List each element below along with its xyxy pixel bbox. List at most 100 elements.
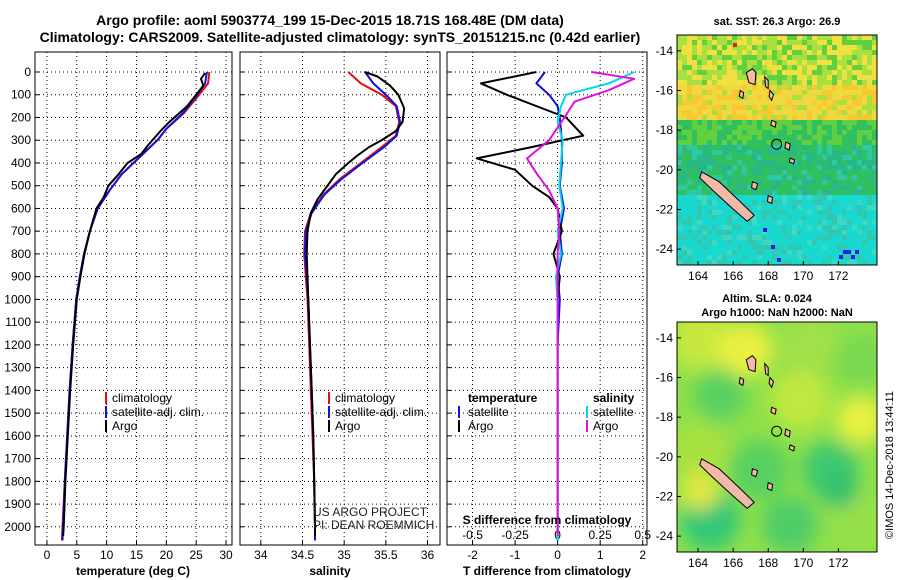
- sst-cell: [787, 55, 792, 60]
- sst-cell: [782, 220, 787, 225]
- sst-cell: [822, 130, 827, 135]
- sst-cell: [867, 60, 872, 65]
- sst-cell: [807, 155, 812, 160]
- sst-cell: [817, 235, 822, 240]
- sst-cell: [837, 85, 842, 90]
- sst-cell: [862, 160, 867, 165]
- sst-cell: [837, 260, 842, 265]
- sst-cell: [787, 260, 792, 265]
- sst-cell: [707, 165, 712, 170]
- sst-cell: [677, 170, 682, 175]
- sst-cell: [697, 40, 702, 45]
- sst-cell: [722, 210, 727, 215]
- sst-cell: [842, 180, 847, 185]
- sst-cell: [802, 225, 807, 230]
- sst-cell: [807, 55, 812, 60]
- sst-cell: [857, 120, 862, 125]
- sst-cell: [697, 150, 702, 155]
- sst-cell: [852, 35, 857, 40]
- sst-cell: [767, 115, 772, 120]
- sst-cell: [867, 85, 872, 90]
- sst-cell: [812, 90, 817, 95]
- sst-cell: [722, 40, 727, 45]
- sst-cell: [717, 170, 722, 175]
- sst-cell: [702, 235, 707, 240]
- sst-cell: [787, 135, 792, 140]
- sst-cell: [842, 145, 847, 150]
- sst-cell: [867, 250, 872, 255]
- sst-cell: [862, 260, 867, 265]
- sst-cell: [817, 225, 822, 230]
- sst-cell: [727, 155, 732, 160]
- sst-cell: [752, 115, 757, 120]
- sst-cell: [682, 115, 687, 120]
- sst-cell: [682, 165, 687, 170]
- legend-t-argo-label: Argo: [468, 419, 494, 433]
- sst-cell: [812, 75, 817, 80]
- sst-cell: [867, 155, 872, 160]
- sst-cell: [792, 190, 797, 195]
- sst-cell: [697, 105, 702, 110]
- sst-cell: [777, 65, 782, 70]
- sst-cell: [762, 125, 767, 130]
- sst-cell: [682, 85, 687, 90]
- x-tick-label: -1: [510, 548, 521, 562]
- sst-cell: [682, 35, 687, 40]
- sst-cell: [822, 230, 827, 235]
- sst-cell: [827, 220, 832, 225]
- sst-cell: [732, 130, 737, 135]
- sst-cell: [752, 210, 757, 215]
- sst-cell: [677, 135, 682, 140]
- sst-cell: [782, 110, 787, 115]
- sst-cell: [802, 135, 807, 140]
- sst-cell: [822, 50, 827, 55]
- sst-cell: [762, 240, 767, 245]
- sst-cell: [747, 55, 752, 60]
- sst-cell: [802, 180, 807, 185]
- sst-cell: [757, 245, 762, 250]
- sst-cell: [832, 195, 837, 200]
- sst-cell: [837, 140, 842, 145]
- sst-cell: [692, 235, 697, 240]
- sst-cell: [777, 215, 782, 220]
- sst-cell: [827, 180, 832, 185]
- sst-cell: [782, 120, 787, 125]
- sst-cell: [752, 85, 757, 90]
- sst-cell: [722, 140, 727, 145]
- sst-cell: [727, 210, 732, 215]
- sst-cell: [712, 130, 717, 135]
- sst-cell: [752, 135, 757, 140]
- sst-cell: [792, 35, 797, 40]
- sst-cell: [847, 200, 852, 205]
- sst-cell: [747, 45, 752, 50]
- sst-cell: [847, 60, 852, 65]
- sst-cell: [847, 145, 852, 150]
- sst-cell: [692, 35, 697, 40]
- sst-cell: [807, 260, 812, 265]
- sst-cell: [797, 65, 802, 70]
- sst-cell: [847, 40, 852, 45]
- project-annotation-line2: PI: DEAN ROEMMICH: [313, 518, 434, 532]
- sst-cell: [792, 70, 797, 75]
- sst-cell: [797, 150, 802, 155]
- sst-cell: [682, 125, 687, 130]
- sst-cell: [847, 70, 852, 75]
- sst-cell: [867, 140, 872, 145]
- sst-cell: [747, 90, 752, 95]
- sst-cell: [747, 205, 752, 210]
- sst-cell: [687, 240, 692, 245]
- sst-cell: [787, 100, 792, 105]
- sst-cell-outlier: [771, 245, 775, 249]
- sst-cell: [757, 105, 762, 110]
- sst-cell: [777, 85, 782, 90]
- sst-cell: [742, 130, 747, 135]
- sst-cell: [812, 180, 817, 185]
- sst-cell: [732, 255, 737, 260]
- sst-cell: [757, 210, 762, 215]
- sst-cell: [867, 100, 872, 105]
- sst-cell: [702, 260, 707, 265]
- sst-cell: [702, 250, 707, 255]
- sst-cell: [807, 85, 812, 90]
- sst-cell: [767, 35, 772, 40]
- y-tick-label: 500: [11, 179, 31, 193]
